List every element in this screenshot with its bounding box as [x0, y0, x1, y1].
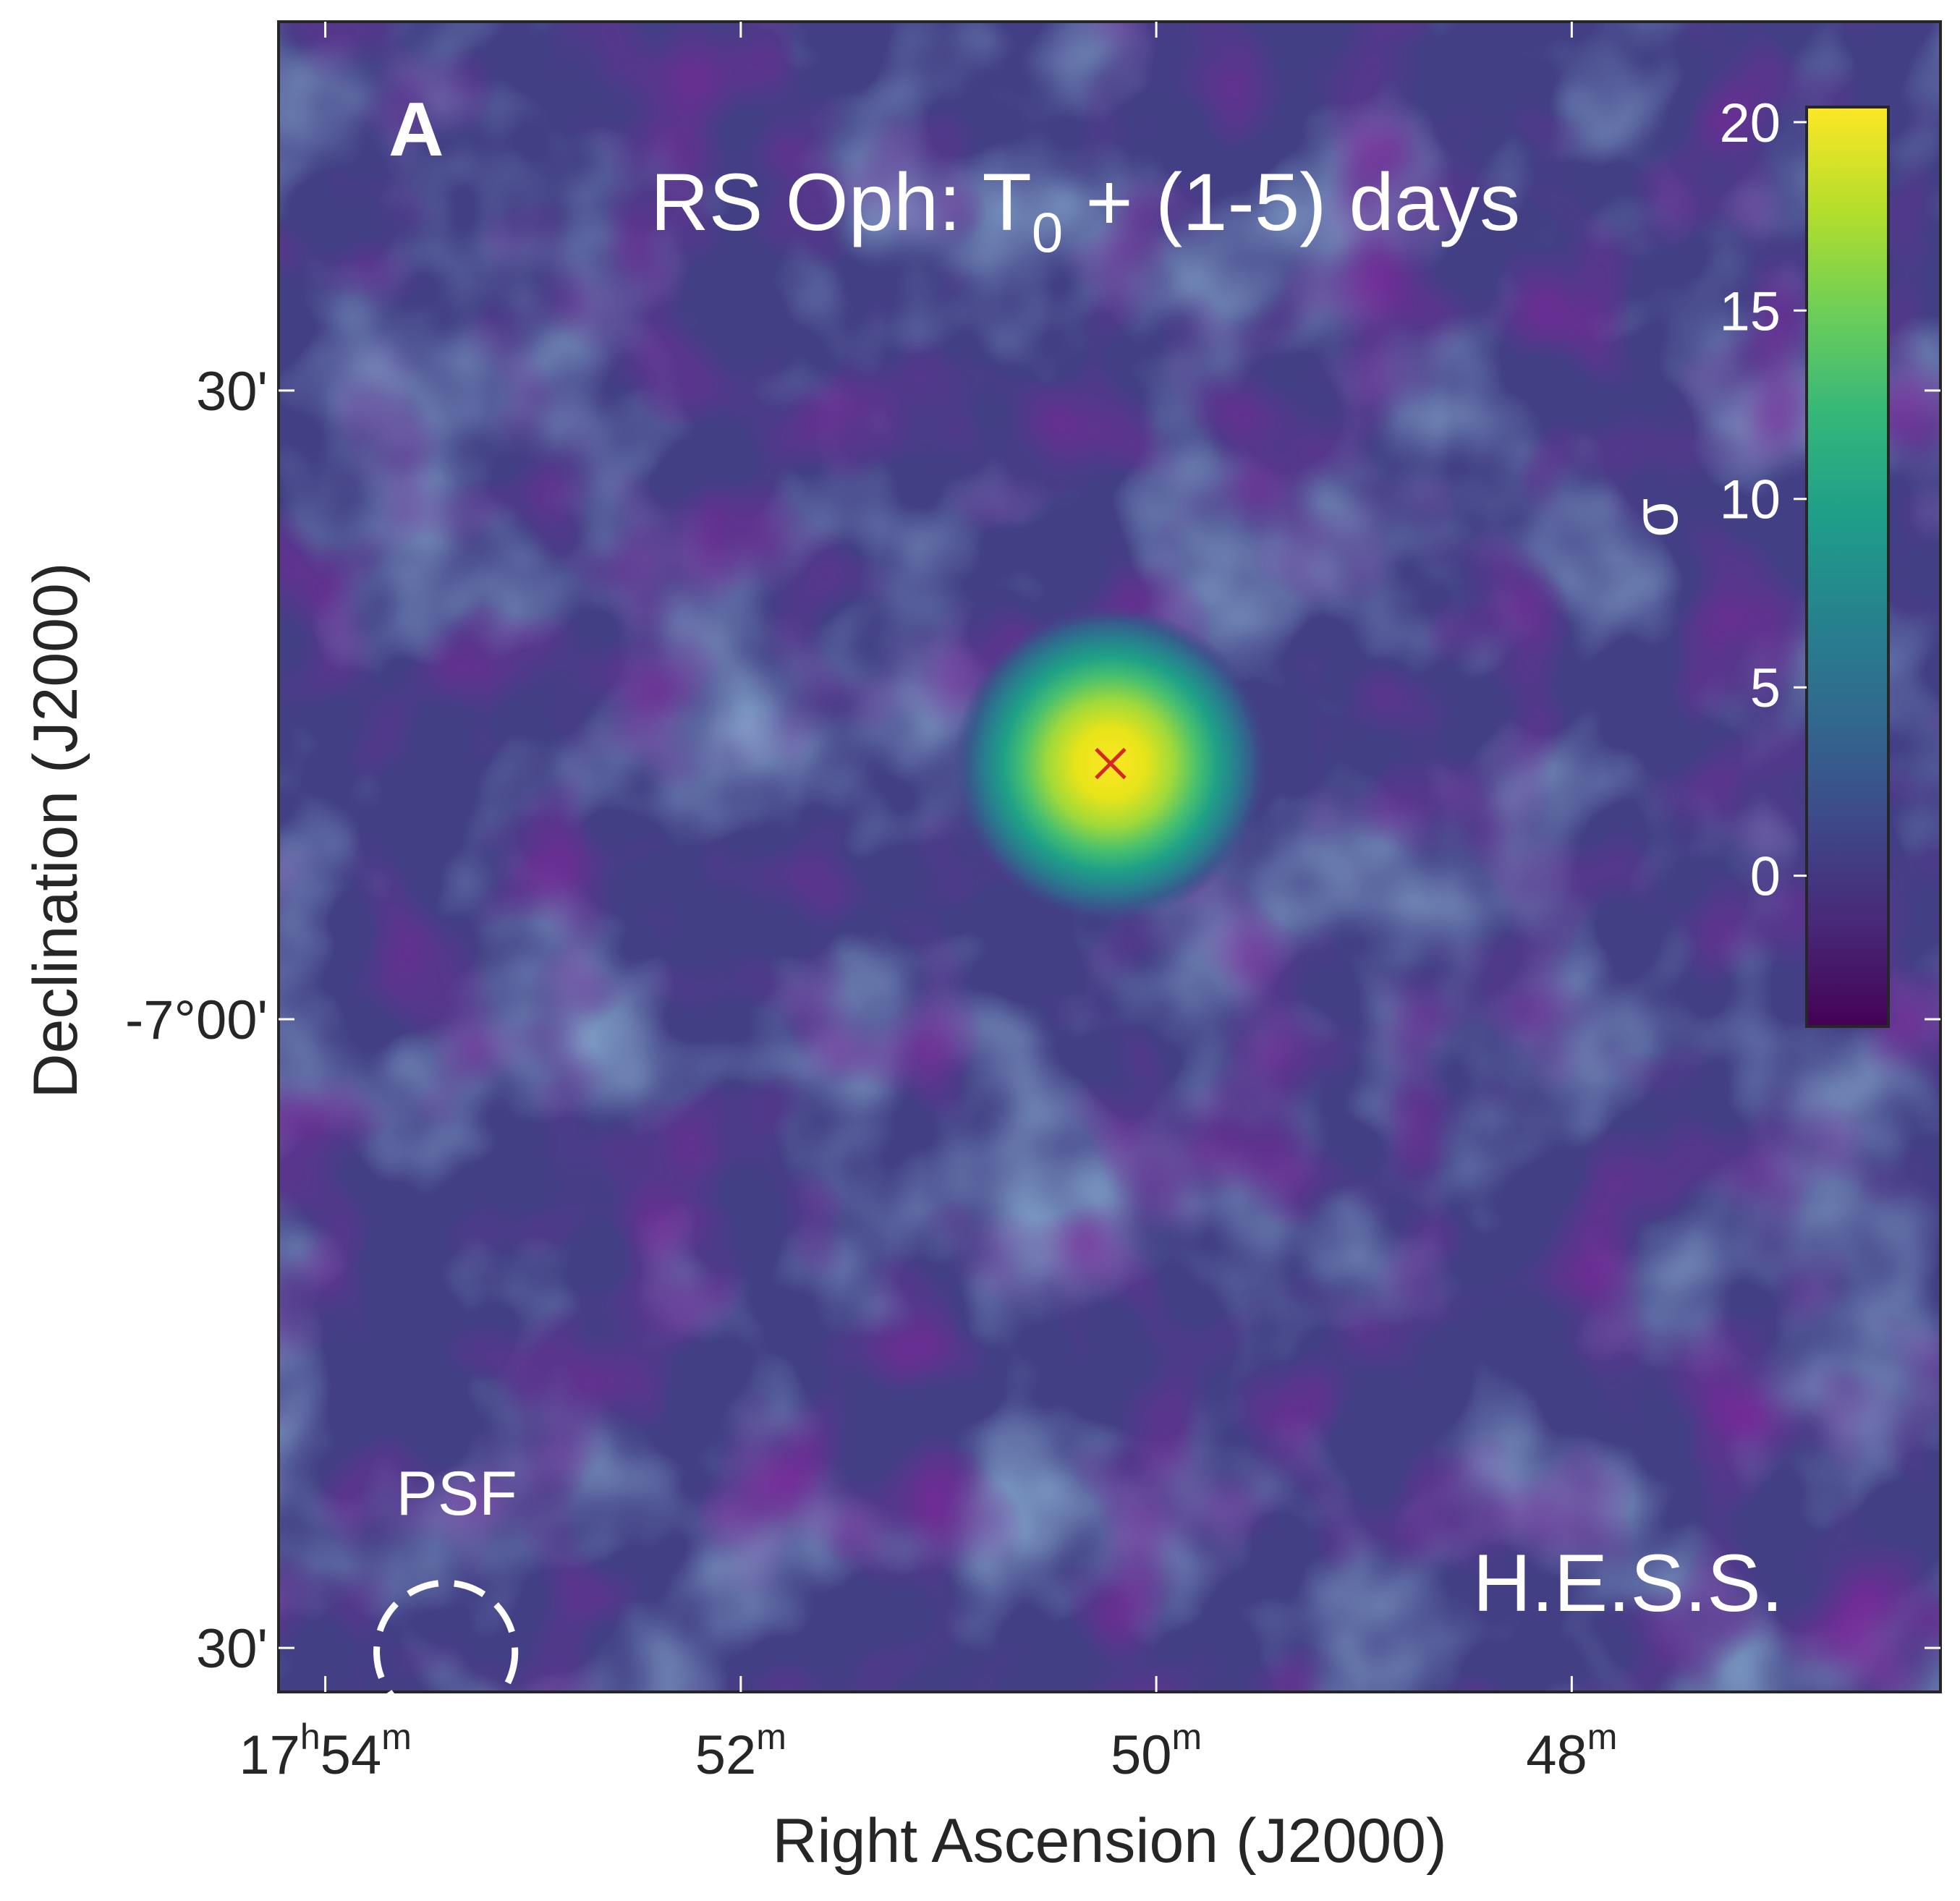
colorbar-tick-label: 0 [1750, 846, 1781, 908]
x-tick-hours: 17 [239, 1724, 300, 1786]
x-tick-label: 17h54m [239, 1717, 412, 1786]
y-axis: -6°00'30'-7°00'30' [125, 361, 1940, 1680]
colorbar-tick-label: 5 [1750, 658, 1781, 719]
x-tick-minutes: 48 [1526, 1724, 1587, 1786]
source-marker-stroke-2 [1095, 747, 1127, 780]
title-main: RS Oph: T [650, 157, 1032, 247]
x-tick-minutes-unit: m [381, 1717, 412, 1757]
x-tick-minutes: 50 [1111, 1724, 1172, 1786]
colorbar-tick-label: 10 [1719, 469, 1781, 531]
map-frame [277, 20, 1942, 1693]
x-tick-minutes-unit: m [756, 1717, 786, 1757]
significance-map [279, 22, 1940, 1692]
title-subscript: 0 [1032, 200, 1063, 264]
x-tick-label: 50m [1111, 1717, 1202, 1786]
x-tick-minutes: 52 [695, 1724, 757, 1786]
hess-watermark: H.E.S.S. [1473, 1538, 1783, 1628]
chart-title: RS Oph: T0 + (1-5) days [650, 157, 1520, 264]
y-tick-label: 30' [196, 1618, 268, 1680]
colorbar-tick-label: 15 [1719, 281, 1781, 342]
x-tick-label: 52m [695, 1717, 786, 1786]
colorbar-ticks: 20 15 10 5 0 [1719, 93, 1807, 908]
source-marker [1095, 747, 1127, 780]
colorbar-label: σ [1619, 498, 1691, 537]
x-tick-hours-unit: h [300, 1717, 321, 1757]
x-tick-minutes: 54 [321, 1724, 382, 1786]
psf-label: PSF [396, 1459, 517, 1528]
x-axis-title: Right Ascension (J2000) [772, 1806, 1446, 1876]
psf-circle [373, 1579, 519, 1725]
x-tick-minutes-unit: m [1587, 1717, 1618, 1757]
colorbar [1805, 106, 1890, 1028]
title-rest: + (1-5) days [1063, 157, 1520, 247]
y-axis-title: Declination (J2000) [21, 563, 90, 1099]
x-axis: 17h54m 52m 50m 48m [239, 22, 1617, 1786]
y-tick-label: -7°00' [125, 990, 268, 1051]
x-tick-minutes-unit: m [1172, 1717, 1202, 1757]
colorbar-tick-label: 20 [1719, 93, 1781, 154]
panel-label: A [389, 87, 444, 172]
y-tick-label: 30' [196, 361, 268, 422]
x-tick-label: 48m [1526, 1717, 1617, 1786]
